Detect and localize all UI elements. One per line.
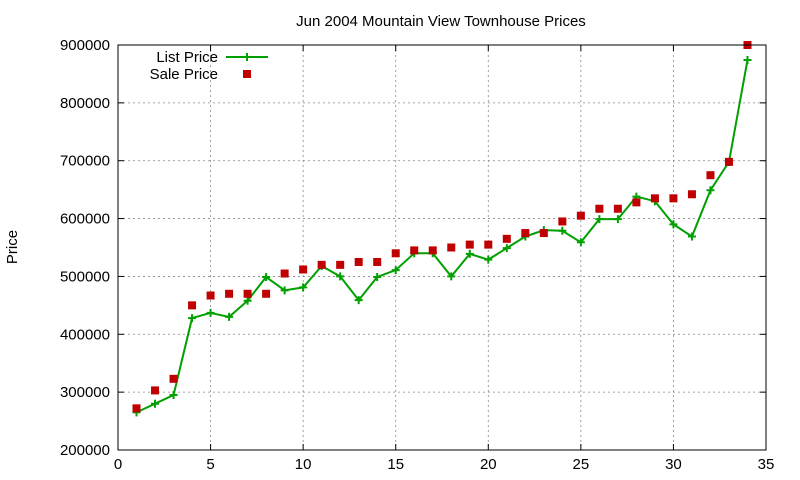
sale-price-point (243, 289, 252, 298)
sale-price-point (724, 157, 733, 166)
sale-price-point (687, 190, 696, 199)
list-price-point (151, 399, 160, 408)
sale-price-point (169, 374, 178, 383)
list-price-point (743, 56, 752, 65)
legend-label: List Price (156, 49, 218, 66)
sale-price-point (206, 291, 215, 300)
y-tick-label: 800000 (60, 95, 110, 112)
list-price-point (373, 273, 382, 282)
x-tick-label: 0 (114, 456, 122, 473)
list-price-point (354, 296, 363, 305)
plot-frame (117, 44, 767, 451)
list-price-point (595, 215, 604, 224)
list-price-point (243, 296, 252, 305)
list-price-point (262, 273, 271, 282)
y-tick-label: 200000 (60, 442, 110, 459)
y-tick-label: 500000 (60, 268, 110, 285)
sale-price-point (558, 217, 567, 226)
sale-price-point (317, 260, 326, 269)
y-tick-label: 400000 (60, 326, 110, 343)
data-marks (132, 41, 752, 417)
list-price-point (558, 226, 567, 235)
list-price-line (136, 59, 749, 414)
grid-lines (118, 45, 766, 450)
sale-price-point (447, 243, 456, 252)
sale-price-point (595, 204, 604, 213)
x-tick-label: 30 (665, 456, 682, 473)
y-axis-label: Price (4, 230, 21, 264)
list-price-point (465, 249, 474, 258)
sale-price-point (669, 194, 678, 203)
list-price-point (669, 220, 678, 229)
sale-price-point (225, 289, 234, 298)
y-tick-label: 600000 (60, 211, 110, 228)
sale-price-point (576, 211, 585, 220)
chart-title: Jun 2004 Mountain View Townhouse Prices (296, 13, 586, 30)
list-price-point (206, 308, 215, 317)
x-tick-label: 25 (573, 456, 590, 473)
list-price-point (447, 272, 456, 281)
x-tick-label: 35 (758, 456, 775, 473)
list-price-point (188, 314, 197, 323)
x-tick-label: 5 (206, 456, 214, 473)
list-price-point (576, 238, 585, 247)
list-price-point (484, 255, 493, 264)
x-tick-label: 10 (295, 456, 312, 473)
sale-price-point (410, 246, 419, 255)
list-price-point (502, 244, 511, 253)
sale-price-point (465, 240, 474, 249)
sale-price-point (539, 229, 548, 238)
sale-price-point (354, 257, 363, 266)
list-price-point (687, 232, 696, 241)
list-price-point (613, 215, 622, 224)
x-tick-label: 20 (480, 456, 497, 473)
sale-price-point (132, 404, 141, 413)
sale-price-point (632, 198, 641, 207)
sale-price-point (373, 257, 382, 266)
sale-price-point (650, 194, 659, 203)
legend-square-sample (243, 70, 251, 78)
y-tick-label: 700000 (60, 153, 110, 170)
x-tick-label: 15 (387, 456, 404, 473)
list-price-point (706, 186, 715, 195)
y-tick-label: 300000 (60, 384, 110, 401)
sale-price-point (706, 171, 715, 180)
sale-price-point (502, 234, 511, 243)
list-price-point (280, 286, 289, 295)
list-price-point (299, 283, 308, 292)
sale-price-point (151, 386, 160, 395)
sale-price-point (262, 289, 271, 298)
sale-price-point (521, 229, 530, 238)
sale-price-point (188, 301, 197, 310)
legend-cross-sample (243, 53, 251, 61)
sale-price-point (391, 249, 400, 258)
sale-price-point (299, 265, 308, 274)
y-tick-label: 900000 (60, 37, 110, 54)
list-price-point (391, 266, 400, 275)
legend-label: Sale Price (150, 66, 218, 83)
list-price-point (169, 391, 178, 400)
sale-price-point (336, 260, 345, 269)
axis-ticks: 0 5 10 15 20 25 30 35 200000 300000 400000 500000 60… (60, 37, 774, 473)
sale-price-point (613, 204, 622, 213)
list-price-point (225, 312, 234, 321)
sale-price-point (484, 240, 493, 249)
list-price-point (336, 272, 345, 281)
sale-price-point (280, 269, 289, 278)
sale-price-point (428, 246, 437, 255)
